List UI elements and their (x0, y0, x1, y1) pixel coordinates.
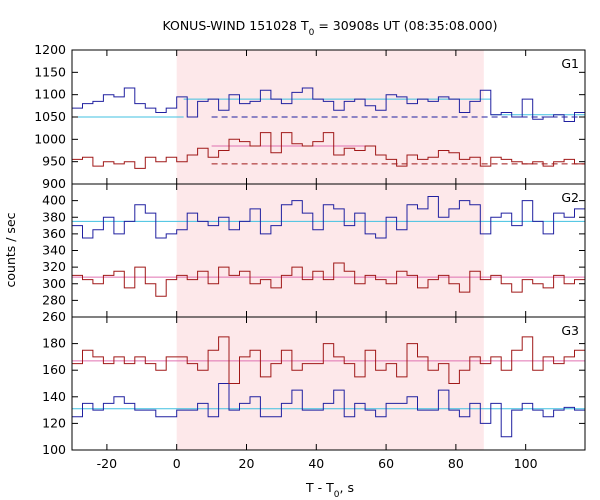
y-tick-label: 1200 (34, 42, 66, 57)
series-red-step-line (72, 132, 585, 169)
panel-g3: 100 120 140 160 180 G3 (42, 316, 586, 457)
y-tick-label: 1000 (34, 131, 66, 146)
panel-label: G1 (561, 56, 579, 71)
panels-group: 90095010001050110011501200G1260280300320… (34, 42, 586, 471)
y-tick-label: 1050 (34, 109, 66, 124)
y-tick-label: 320 (42, 259, 66, 274)
y-tick-label: 1100 (34, 87, 66, 102)
y-tick-label: 360 (42, 226, 66, 241)
x-tick-label: 100 (514, 456, 538, 471)
panel-g1: 900 950 1000 1050 1100 1150 1200 G1 (34, 42, 586, 191)
y-tick-label: 340 (42, 243, 66, 258)
y-tick-label: 280 (42, 292, 66, 307)
x-tick-label: 0 (173, 456, 181, 471)
x-tick-label: 40 (308, 456, 324, 471)
series-red-step-line (72, 262, 585, 297)
y-tick-label: 140 (42, 389, 66, 404)
y-tick-label: 180 (42, 336, 66, 351)
y-tick-label: 900 (42, 176, 66, 191)
series-blue-step-line (72, 383, 585, 438)
y-tick-label: 950 (42, 154, 66, 169)
x-axis-label: T - T0, s (305, 480, 354, 500)
series-blue-step-line (72, 87, 585, 122)
x-tick-label: 60 (378, 456, 394, 471)
y-tick-label: 120 (42, 415, 66, 430)
y-tick-label: 400 (42, 193, 66, 208)
series-red-step-line (72, 336, 585, 384)
y-tick-label: 160 (42, 362, 66, 377)
x-tick-label: 80 (448, 456, 464, 471)
chart-title: KONUS-WIND 151028 T0 = 30908s UT (08:35:… (162, 18, 497, 38)
y-tick-label: 260 (42, 309, 66, 324)
y-tick-label: 1150 (34, 64, 66, 79)
y-tick-label: 380 (42, 209, 66, 224)
y-tick-label: 300 (42, 276, 66, 291)
panel-frame (71, 316, 586, 451)
panel-label: G3 (561, 323, 579, 338)
x-tick-label: 20 (239, 456, 255, 471)
x-tick-label: -20 (97, 456, 117, 471)
y-axis-label: counts / sec (3, 212, 18, 287)
series-blue-step-line (72, 196, 585, 239)
panel-label: G2 (561, 190, 579, 205)
y-tick-label: 100 (42, 442, 66, 457)
